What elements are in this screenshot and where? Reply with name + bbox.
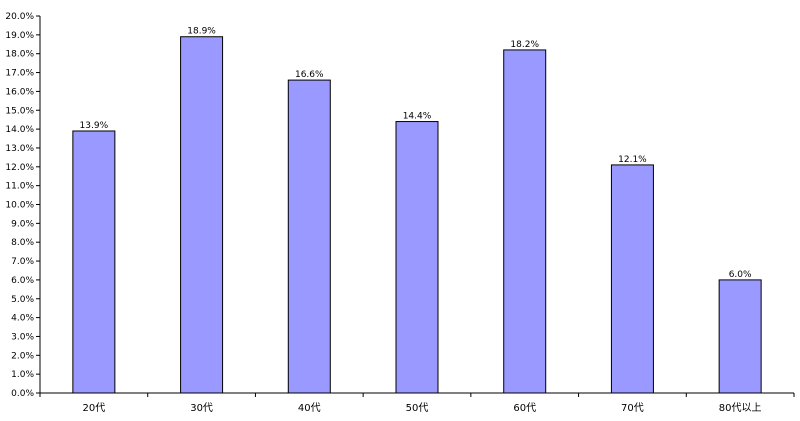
x-tick-label: 50代 (406, 402, 429, 414)
y-tick-label: 14.0% (5, 125, 34, 135)
bar (718, 279, 762, 394)
y-tick-label: 10.0% (5, 201, 34, 211)
bar (610, 164, 654, 394)
y-tick-label: 5.0% (11, 295, 34, 305)
y-tick-label: 9.0% (11, 219, 34, 229)
y-tick-label: 2.0% (11, 351, 34, 361)
data-label: 14.4% (403, 112, 432, 122)
bar-series (72, 36, 762, 394)
data-label: 12.1% (618, 155, 647, 165)
x-tick-label: 20代 (82, 402, 105, 414)
x-tick-label: 30代 (190, 402, 213, 414)
data-label: 18.2% (510, 40, 539, 50)
bar (72, 130, 116, 394)
data-label: 6.0% (729, 270, 752, 280)
y-tick-label: 8.0% (11, 238, 34, 248)
y-tick-label: 20.0% (5, 12, 34, 22)
y-tick-label: 11.0% (5, 182, 34, 192)
y-tick-label: 16.0% (5, 87, 34, 97)
data-label: 16.6% (295, 70, 324, 80)
data-labels: 13.9% 18.9% 16.6% 14.4% 18.2% 12.1% 6.0% (80, 27, 752, 280)
y-tick-label: 15.0% (5, 106, 34, 116)
data-label: 13.9% (80, 121, 109, 131)
y-tick-label: 12.0% (5, 163, 34, 173)
bar (395, 121, 439, 394)
y-tick-label: 6.0% (11, 276, 34, 286)
y-axis-ticks: 0.0% 1.0% 2.0% 3.0% 4.0% 5.0% 6.0% 7.0% 8.0% 9.0%… (5, 12, 40, 399)
y-tick-label: 3.0% (11, 332, 34, 342)
y-tick-label: 17.0% (5, 69, 34, 79)
x-tick-label: 70代 (621, 402, 644, 414)
y-tick-label: 7.0% (11, 257, 34, 267)
x-axis-ticks: 20代 30代 40代 50代 60代 70代 80代以上 (39, 393, 795, 414)
data-label: 18.9% (187, 27, 216, 37)
y-tick-label: 4.0% (11, 314, 34, 324)
x-tick-label: 40代 (298, 402, 321, 414)
axes (39, 16, 794, 394)
y-tick-label: 1.0% (11, 370, 34, 380)
bar (503, 49, 547, 394)
y-tick-label: 13.0% (5, 144, 34, 154)
y-tick-label: 18.0% (5, 50, 34, 60)
x-tick-label: 60代 (513, 402, 536, 414)
x-tick-label: 80代以上 (719, 402, 762, 414)
y-tick-label: 0.0% (11, 389, 34, 399)
bar (180, 36, 224, 394)
y-tick-label: 19.0% (5, 31, 34, 41)
bar (287, 79, 331, 394)
